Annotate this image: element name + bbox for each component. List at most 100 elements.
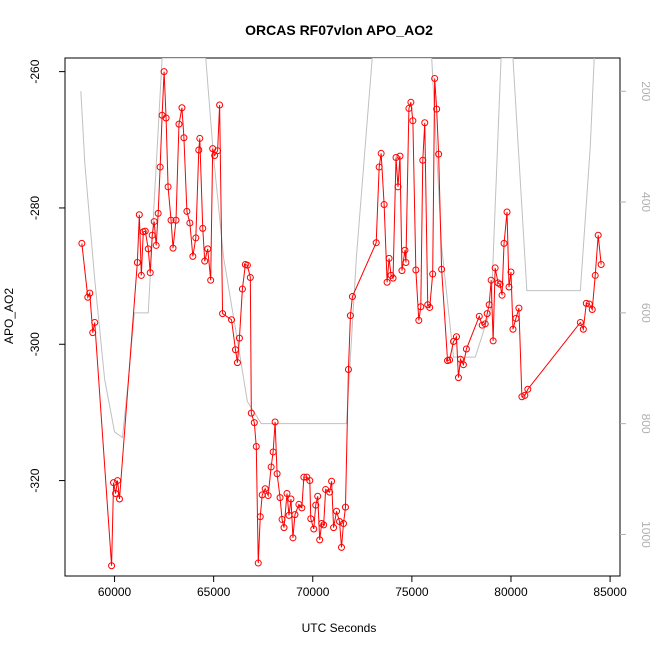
data-point <box>280 524 288 532</box>
x-tick-label: 65000 <box>197 585 231 599</box>
data-point <box>156 163 164 171</box>
data-point <box>162 114 170 122</box>
data-point <box>148 231 156 239</box>
data-point <box>269 448 277 456</box>
data-point <box>289 534 297 542</box>
data-point <box>235 334 243 342</box>
data-point <box>169 244 177 252</box>
data-point <box>256 513 264 521</box>
data-point <box>135 211 143 219</box>
data-point <box>336 517 344 525</box>
data-point <box>167 216 175 224</box>
data-point <box>267 463 275 471</box>
data-point <box>339 520 347 528</box>
data-point <box>172 216 180 224</box>
data-point <box>509 325 517 333</box>
data-point <box>500 239 508 247</box>
plot-frame <box>64 57 621 577</box>
data-point <box>415 316 423 324</box>
x-axis-label: UTC Seconds <box>302 621 377 635</box>
data-point <box>446 356 454 364</box>
data-point <box>454 374 462 382</box>
x-tick-label: 60000 <box>98 585 132 599</box>
data-point <box>456 355 464 363</box>
data-point <box>419 156 427 164</box>
data-point <box>316 536 324 544</box>
data-point <box>320 521 328 529</box>
data-point <box>398 267 406 275</box>
y-tick-label: -300 <box>28 332 42 356</box>
data-point <box>216 101 224 109</box>
data-point <box>192 234 200 242</box>
secondary-series-line <box>80 58 595 439</box>
data-point <box>116 495 124 503</box>
data-point <box>84 293 92 301</box>
data-point <box>429 270 437 278</box>
data-point <box>276 494 284 502</box>
data-point <box>407 98 415 106</box>
data-point <box>307 515 315 523</box>
x-tick-label: 80000 <box>494 585 528 599</box>
y2-tick-label: 200 <box>639 81 650 101</box>
data-point <box>195 146 203 154</box>
data-point <box>459 361 467 369</box>
data-point <box>330 524 338 532</box>
data-point <box>89 329 97 337</box>
data-point <box>243 261 251 269</box>
y2-tick-label: 400 <box>639 192 650 212</box>
data-point <box>409 117 417 125</box>
data-point <box>328 477 336 485</box>
data-point <box>435 150 443 158</box>
data-point <box>326 488 334 496</box>
data-point <box>204 245 212 253</box>
data-point <box>380 201 388 209</box>
data-point <box>372 239 380 247</box>
data-point <box>396 152 404 160</box>
data-point <box>515 304 523 312</box>
data-point <box>91 318 99 326</box>
data-point <box>283 490 291 498</box>
data-point <box>273 470 281 478</box>
x-tick-label: 75000 <box>395 585 429 599</box>
data-point <box>462 345 470 353</box>
data-point <box>199 224 207 232</box>
data-point <box>426 303 434 311</box>
data-point <box>231 346 239 354</box>
y2-tick-label: 800 <box>639 414 650 434</box>
data-point <box>576 318 584 326</box>
y2-tick-label: 1000 <box>639 521 650 548</box>
y-tick-label: -320 <box>28 468 42 492</box>
data-point <box>207 276 215 284</box>
data-point <box>475 312 483 320</box>
data-point <box>137 271 145 279</box>
data-point <box>271 418 279 426</box>
data-point <box>452 333 460 341</box>
data-point <box>505 283 513 291</box>
data-point <box>78 239 86 247</box>
data-point <box>496 280 504 288</box>
y-tick-label: -260 <box>28 59 42 83</box>
data-point <box>133 258 141 266</box>
data-point <box>141 227 149 235</box>
data-point <box>186 219 194 227</box>
data-point <box>86 289 94 297</box>
data-point <box>494 279 502 287</box>
data-point <box>261 485 269 493</box>
data-point <box>318 520 326 528</box>
data-point <box>346 312 354 320</box>
secondary-series-layer <box>80 58 595 439</box>
data-point <box>338 543 346 551</box>
data-point <box>487 276 495 284</box>
data-point <box>233 359 241 367</box>
y-axis-label: APO_AO2 <box>2 288 16 344</box>
data-point <box>591 271 599 279</box>
x-axis: 60000 65000 70000 75000 80000 85000 <box>98 576 627 599</box>
data-point <box>114 477 122 485</box>
data-point <box>306 477 314 485</box>
data-point <box>521 391 529 399</box>
data-point <box>588 306 596 314</box>
data-point <box>189 252 197 260</box>
data-point <box>385 254 393 262</box>
